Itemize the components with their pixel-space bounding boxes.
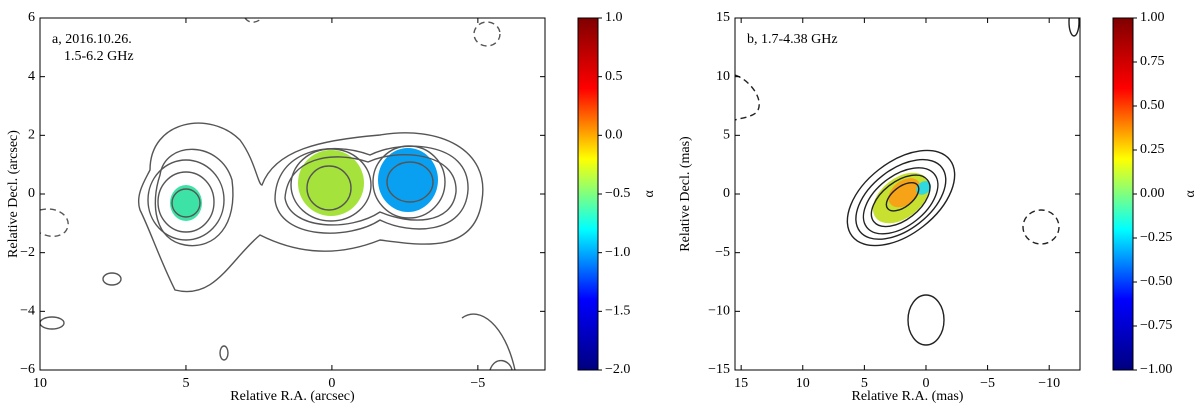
x-tick-label: −10 xyxy=(1038,376,1060,391)
x-tick-label: 15 xyxy=(734,376,748,391)
colorbar-tick-label: 0.25 xyxy=(1140,142,1165,157)
y-axis-label: Relative Decl. (mas) xyxy=(678,136,693,252)
y-tick-label: −15 xyxy=(708,362,730,377)
x-axis-label: Relative R.A. (arcsec) xyxy=(230,389,355,404)
colorbar xyxy=(1112,17,1134,371)
colorbar-tick-label: −0.5 xyxy=(605,186,630,201)
y-tick-label: −6 xyxy=(20,362,35,377)
annotation: 1.5-6.2 GHz xyxy=(64,49,134,64)
map-a xyxy=(40,18,516,370)
x-tick-label: 5 xyxy=(182,376,189,391)
colorbar-label: α xyxy=(642,190,657,198)
colorbar-tick-label: −1.0 xyxy=(605,245,630,260)
y-tick-label: −10 xyxy=(708,304,730,319)
y-tick-label: −2 xyxy=(20,245,35,260)
x-tick-label: 5 xyxy=(861,376,868,391)
colorbar-tick-label: 0.50 xyxy=(1140,98,1165,113)
y-tick-label: 6 xyxy=(28,10,35,25)
colorbar-tick-label: 0.00 xyxy=(1140,186,1165,201)
x-tick-label: 10 xyxy=(796,376,810,391)
colorbar-tick-label: −0.25 xyxy=(1140,230,1172,245)
annotation: a, 2016.10.26. xyxy=(52,32,132,47)
x-tick-label: −5 xyxy=(470,376,485,391)
map-b xyxy=(735,18,1080,346)
colorbar-tick-label: −0.75 xyxy=(1140,318,1172,333)
colorbar-tick-label: −0.50 xyxy=(1140,274,1172,289)
x-tick-label: 10 xyxy=(33,376,47,391)
colorbar-label: α xyxy=(1183,190,1198,198)
colorbar-tick-label: 0.75 xyxy=(1140,54,1165,69)
x-tick-label: 0 xyxy=(922,376,929,391)
y-tick-label: 10 xyxy=(716,69,730,84)
x-tick-label: −5 xyxy=(980,376,995,391)
colorbar-tick-label: −1.00 xyxy=(1140,362,1172,377)
y-tick-label: 2 xyxy=(28,128,35,143)
colorbar-tick-label: −2.0 xyxy=(605,362,630,377)
colorbar-tick-label: 1.00 xyxy=(1140,10,1165,25)
y-tick-label: 4 xyxy=(28,69,35,84)
annotation: b, 1.7-4.38 GHz xyxy=(747,32,838,47)
x-tick-label: 0 xyxy=(328,376,335,391)
y-tick-label: 0 xyxy=(723,186,730,201)
y-axis-label: Relative Decl. (arcsec) xyxy=(6,130,21,258)
x-axis-label: Relative R.A. (mas) xyxy=(852,389,964,404)
colorbar-tick-label: −1.5 xyxy=(605,304,630,319)
colorbar xyxy=(577,17,599,371)
y-tick-label: 0 xyxy=(28,186,35,201)
colorbar-tick-label: 0.0 xyxy=(605,128,623,143)
colorbar-tick-label: 0.5 xyxy=(605,69,623,84)
y-tick-label: 15 xyxy=(716,10,730,25)
colorbar-tick-label: 1.0 xyxy=(605,10,623,25)
y-tick-label: −5 xyxy=(715,245,730,260)
y-tick-label: −4 xyxy=(20,304,35,319)
y-tick-label: 5 xyxy=(723,128,730,143)
